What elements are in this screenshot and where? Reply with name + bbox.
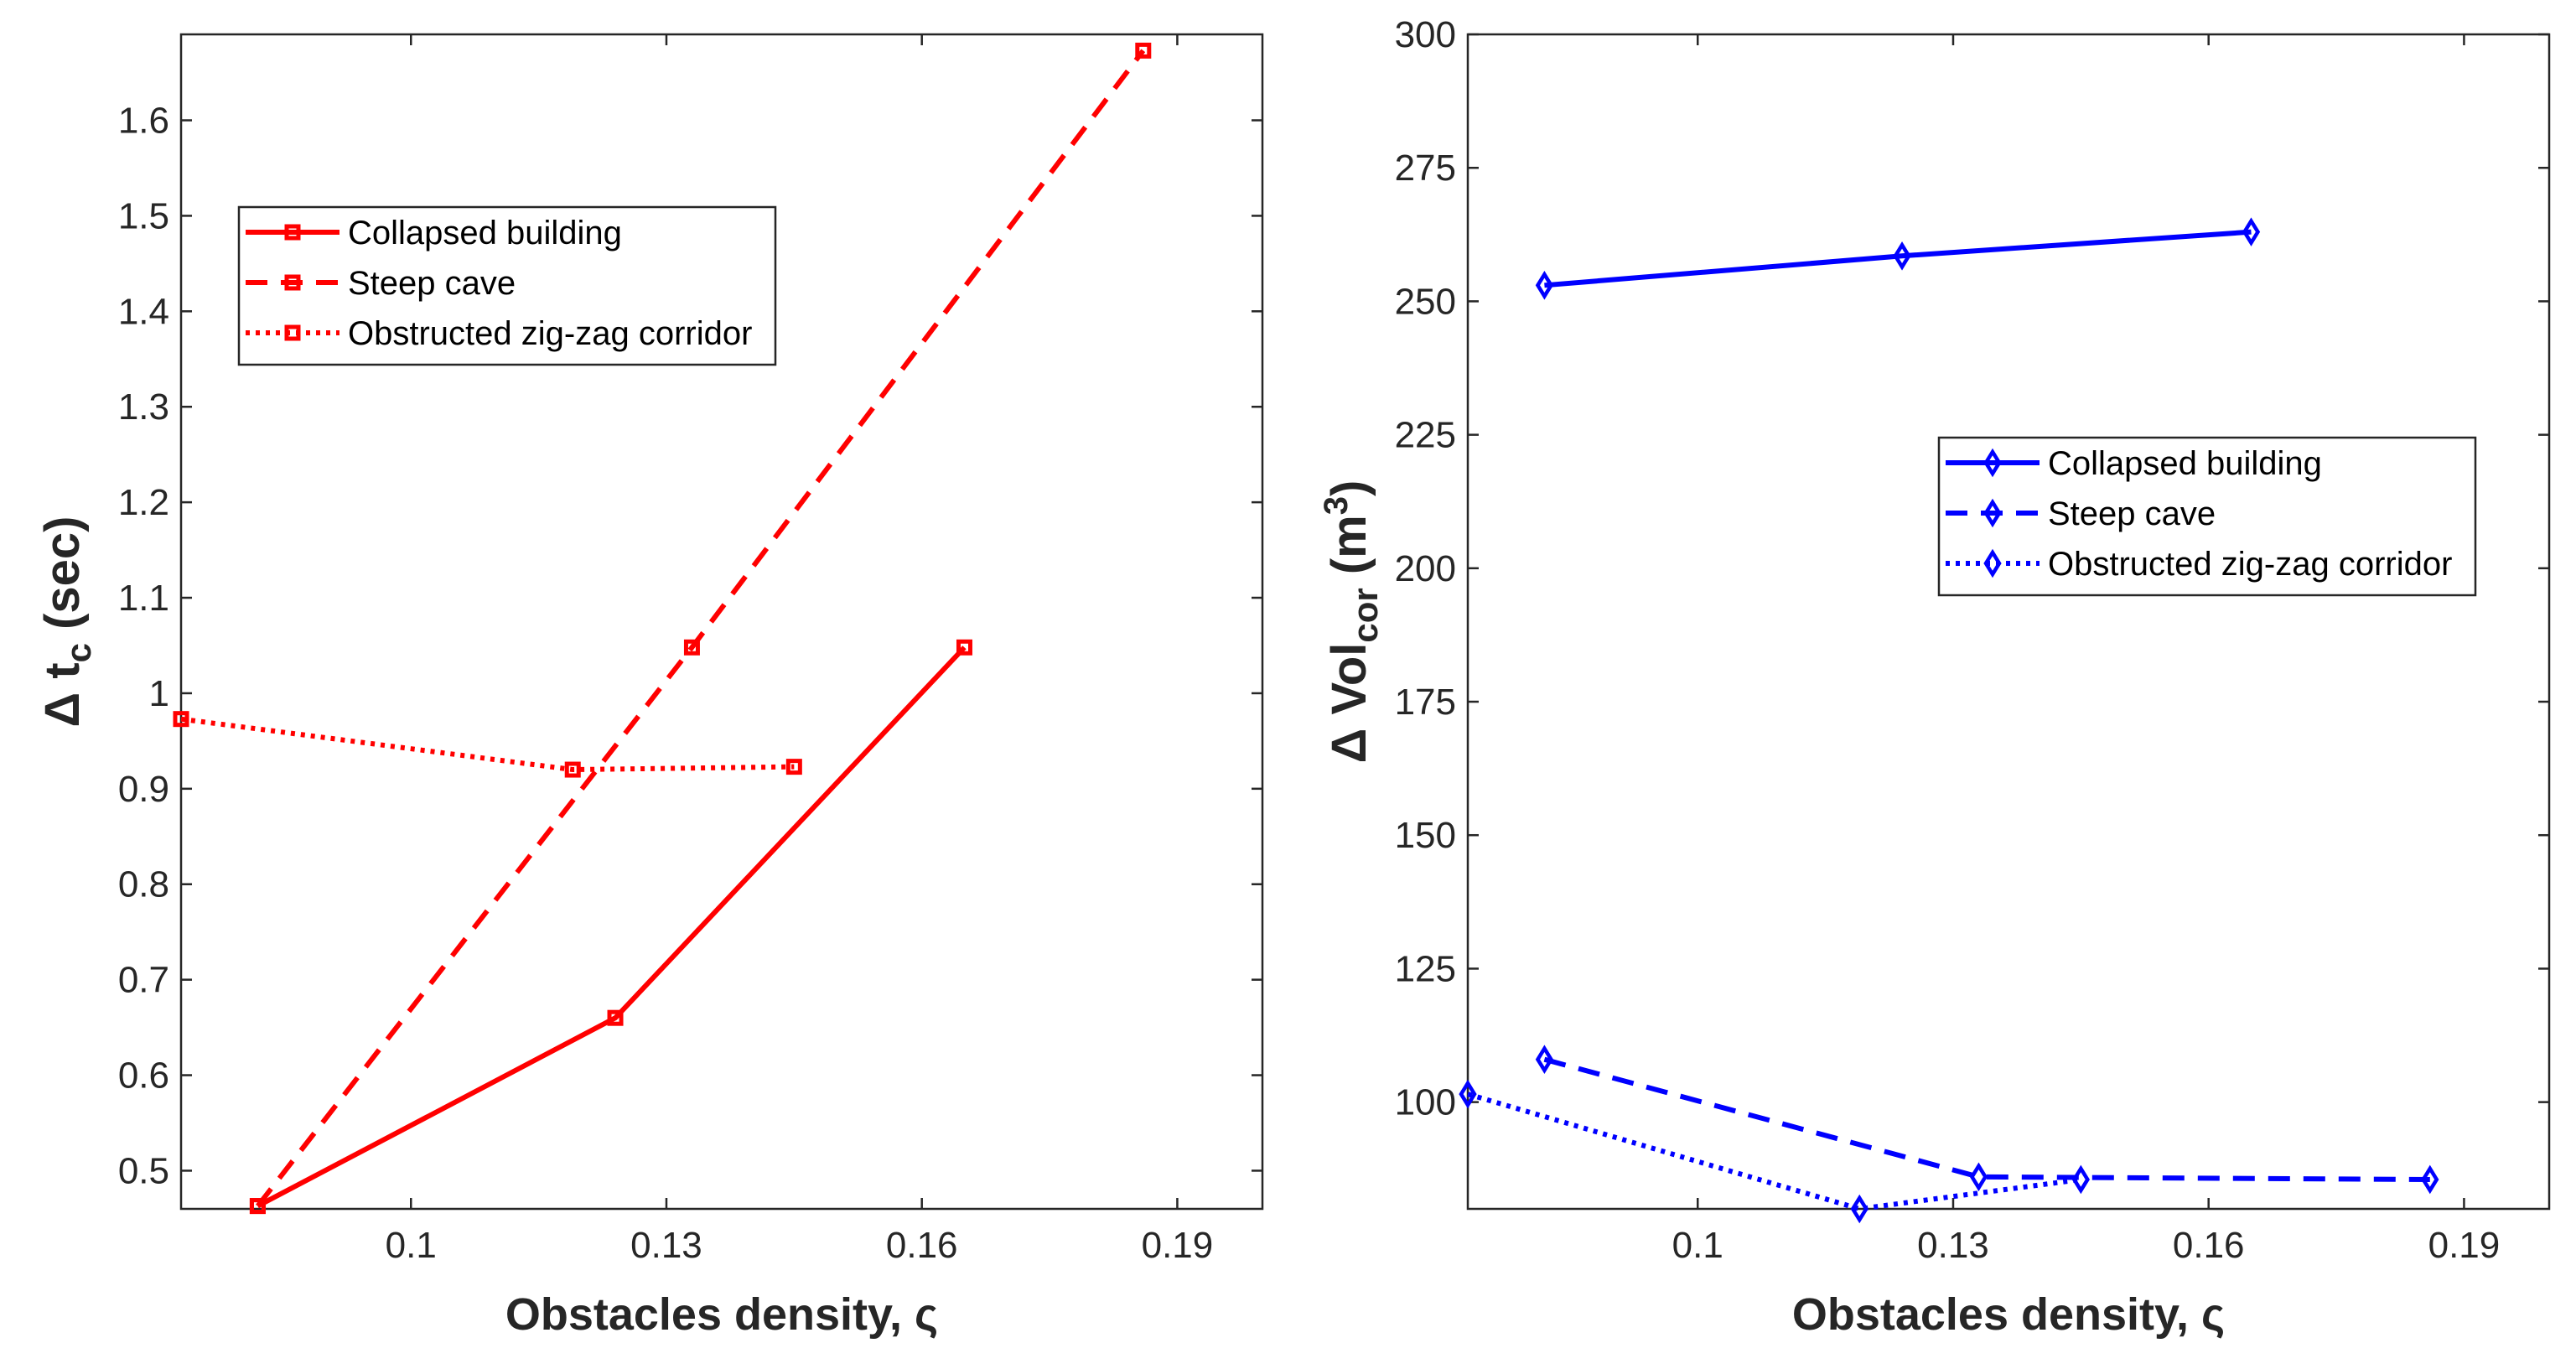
data-point-dotted [173, 711, 189, 728]
series-line-dashed [256, 49, 1146, 1208]
y-axis-label-end: ) [1322, 480, 1376, 496]
data-point-dotted [2071, 1164, 2090, 1195]
y-axis-label-unit: (sec) [35, 516, 90, 644]
data-point-dotted [1850, 1194, 1869, 1224]
y-tick-label: 100 [1395, 1082, 1456, 1123]
series-line-solid [257, 646, 967, 1209]
y-tick-label: 300 [1395, 14, 1456, 55]
y-axis-label-unit: (m [1322, 515, 1376, 588]
plot-lines [1459, 217, 2439, 1224]
data-point-solid [1893, 241, 1911, 271]
series-line-dotted [180, 716, 795, 773]
data-point-dotted [564, 761, 581, 778]
data-point-solid [2242, 217, 2261, 246]
y-tick-label: 275 [1395, 148, 1456, 189]
legend-label: Steep cave [348, 265, 516, 302]
x-tick-label: 0.13 [630, 1225, 702, 1266]
x-tick-label: 0.1 [386, 1225, 437, 1266]
plot-lines [173, 42, 1152, 1215]
y-tick-label: 1.6 [118, 101, 169, 142]
data-point-dashed [1969, 1162, 1988, 1192]
y-tick-label: 1.1 [118, 578, 169, 619]
y-axis-label-subscript: c [59, 643, 98, 662]
x-axis-label: Obstacles density, ς [505, 1289, 938, 1340]
legend-label: Obstructed zig-zag corridor [348, 315, 752, 352]
x-tick-label: 0.19 [1142, 1225, 1214, 1266]
legend: Collapsed building Steep cave Obstructed z… [1937, 436, 2477, 597]
y-tick-label: 0.8 [118, 864, 169, 905]
data-point-solid [956, 639, 972, 656]
data-point-dashed [683, 639, 700, 656]
legend-marker [1983, 548, 2002, 578]
legend-marker [1983, 498, 2002, 528]
legend-label: Collapsed building [2048, 445, 2322, 482]
y-tick-label: 0.6 [118, 1055, 169, 1097]
right-chart: 0.1 0.13 0.16 0.19 100 125 150 175 200 225 250 275 3… [1318, 14, 2551, 1340]
y-tick-label: 0.5 [118, 1150, 169, 1191]
y-axis-label-main: Δ t [35, 662, 90, 727]
y-tick-label: 0.7 [118, 960, 169, 1001]
y-tick-label: 1.2 [118, 482, 169, 523]
data-point-dashed [1535, 1045, 1554, 1074]
x-axis-label: Obstacles density, ς [1792, 1289, 2225, 1340]
y-tick-label: 175 [1395, 682, 1456, 723]
x-tick-label: 0.16 [2173, 1225, 2245, 1266]
x-tick-label: 0.13 [1917, 1225, 1989, 1266]
legend-marker [284, 324, 301, 341]
y-tick-label: 1.5 [118, 195, 169, 236]
y-axis-label: Δ Volcor (m3) [1318, 480, 1385, 764]
y-tick-label: 1.4 [118, 291, 169, 332]
y-tick-label: 225 [1395, 415, 1456, 456]
legend-marker [284, 224, 301, 241]
y-axis-label-main: Δ Vol [1322, 643, 1376, 764]
legend-label: Steep cave [2048, 495, 2216, 532]
y-tick-label: 200 [1395, 548, 1456, 589]
x-tick-label: 0.16 [886, 1225, 958, 1266]
data-point-dashed [1135, 42, 1152, 59]
left-chart: 0.1 0.13 0.16 0.19 0.5 0.6 0.7 0.8 0.9 1 1.1 1.2 1.3… [35, 33, 1264, 1340]
legend: Collapsed building Steep cave Obstructed z… [237, 205, 777, 366]
y-tick-label: 150 [1395, 815, 1456, 856]
y-tick-label: 0.9 [118, 769, 169, 810]
y-tick-label: 1.3 [118, 386, 169, 428]
data-point-dashed [2421, 1164, 2439, 1195]
series-line-dashed [1543, 1056, 2430, 1182]
y-tick-label: 1 [149, 673, 169, 714]
legend-label: Collapsed building [348, 215, 622, 252]
data-point-dashed [249, 1198, 266, 1215]
x-tick-label: 0.1 [1672, 1225, 1723, 1266]
data-point-dotted [785, 759, 802, 775]
x-tick-label: 0.19 [2428, 1225, 2501, 1266]
y-tick-label: 250 [1395, 281, 1456, 322]
series-line-dotted [1467, 1092, 2081, 1211]
legend-marker [1983, 448, 2002, 478]
y-axis-label-subscript: cor [1345, 588, 1385, 642]
y-tick-label: 125 [1395, 948, 1456, 989]
legend-marker [284, 274, 301, 291]
data-point-dotted [1459, 1079, 1477, 1109]
data-point-solid [1535, 271, 1554, 300]
data-point-solid [607, 1009, 624, 1026]
legend-label: Obstructed zig-zag corridor [2048, 546, 2452, 583]
series-line-solid [1544, 229, 2252, 288]
axes-box [1466, 33, 2551, 1211]
y-axis-label-superscript: 3 [1318, 496, 1355, 515]
y-axis-label: Δ tc (sec) [35, 516, 98, 728]
